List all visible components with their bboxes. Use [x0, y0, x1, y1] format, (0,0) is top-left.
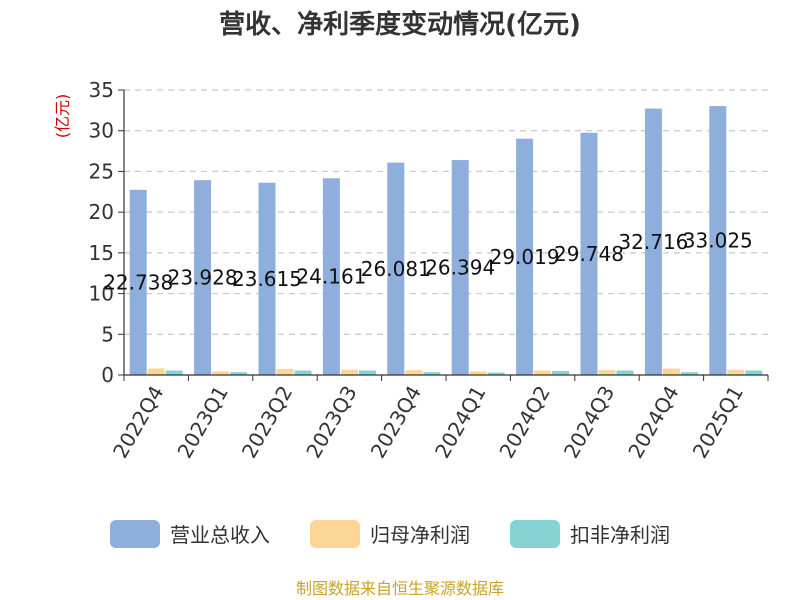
data-label: 23.615 — [232, 267, 302, 291]
bar-0-2[interactable] — [258, 182, 276, 375]
bar-0-3[interactable] — [322, 178, 340, 375]
legend-swatch — [310, 520, 360, 548]
data-label: 32.716 — [618, 230, 688, 254]
bar-1-3[interactable] — [340, 369, 358, 375]
bar-1-1[interactable] — [212, 371, 230, 375]
bar-2-0[interactable] — [165, 370, 183, 375]
x-tick-label: 2024Q2 — [494, 382, 554, 463]
legend-label: 扣非净利润 — [570, 523, 670, 547]
x-tick-label: 2024Q4 — [623, 382, 683, 463]
bar-0-9[interactable] — [709, 106, 727, 375]
data-label: 26.081 — [361, 257, 431, 281]
y-tick-label: 25 — [89, 159, 114, 183]
legend-swatch — [510, 520, 560, 548]
bar-2-2[interactable] — [294, 370, 312, 375]
legend-item-2[interactable]: 扣非净利润 — [510, 520, 670, 548]
bars — [129, 106, 763, 375]
data-label: 22.738 — [103, 270, 173, 294]
data-label: 29.019 — [490, 245, 560, 269]
bar-2-9[interactable] — [745, 370, 763, 375]
bar-0-5[interactable] — [451, 160, 469, 375]
bar-2-7[interactable] — [616, 370, 634, 375]
grid-lines — [124, 89, 768, 335]
x-tick-label: 2024Q3 — [559, 382, 619, 463]
bar-1-5[interactable] — [469, 371, 487, 375]
bar-2-8[interactable] — [680, 372, 698, 375]
bar-2-3[interactable] — [358, 370, 376, 375]
x-tick-label: 2023Q2 — [237, 382, 297, 463]
bar-2-4[interactable] — [423, 372, 441, 375]
bar-1-2[interactable] — [276, 368, 294, 375]
bar-0-7[interactable] — [580, 132, 598, 375]
y-tick-label: 30 — [89, 119, 114, 143]
bar-1-6[interactable] — [534, 370, 552, 375]
legend-item-0[interactable]: 营业总收入 — [110, 520, 270, 548]
bar-0-6[interactable] — [516, 138, 534, 375]
bar-0-0[interactable] — [129, 189, 147, 375]
y-tick-label: 35 — [89, 78, 114, 102]
bar-2-1[interactable] — [230, 372, 248, 375]
x-tick-label: 2023Q4 — [366, 382, 426, 463]
data-labels: 22.73823.92823.61524.16126.08126.39429.0… — [103, 229, 753, 295]
bar-1-8[interactable] — [662, 368, 680, 375]
y-tick-label: 20 — [89, 200, 114, 224]
bar-1-7[interactable] — [598, 370, 616, 375]
y-tick-label: 10 — [89, 282, 114, 306]
y-tick-label: 15 — [89, 241, 114, 265]
bar-0-1[interactable] — [194, 180, 212, 375]
legend-label: 营业总收入 — [170, 523, 270, 547]
x-tick-label: 2025Q1 — [688, 382, 748, 463]
legend-label: 归母净利润 — [370, 523, 470, 547]
x-tick-label: 2023Q3 — [301, 382, 361, 463]
y-tick-label: 5 — [101, 322, 114, 346]
x-tick-label: 2024Q1 — [430, 382, 490, 463]
data-label: 23.928 — [168, 266, 238, 290]
x-tick-label: 2023Q1 — [172, 382, 232, 463]
bar-2-6[interactable] — [552, 370, 570, 375]
bar-0-8[interactable] — [644, 108, 662, 375]
legend-item-1[interactable]: 归母净利润 — [310, 520, 470, 548]
legend-swatch — [110, 520, 160, 548]
bar-1-9[interactable] — [727, 369, 745, 375]
bar-1-4[interactable] — [405, 370, 423, 375]
bar-2-5[interactable] — [487, 372, 505, 375]
data-label: 29.748 — [554, 242, 624, 266]
legend[interactable]: 营业总收入 归母净利润 扣非净利润 — [110, 520, 670, 548]
source-note: 制图数据来自恒生聚源数据库 — [296, 579, 504, 598]
y-tick-label: 0 — [101, 363, 114, 387]
data-label: 24.161 — [296, 265, 366, 289]
chart-title: 营收、净利季度变动情况(亿元) — [219, 9, 581, 40]
x-tick-label: 2022Q4 — [108, 382, 168, 463]
data-label: 33.025 — [683, 229, 753, 253]
bar-0-4[interactable] — [387, 162, 405, 375]
y-axis-label: (亿元) — [53, 94, 72, 139]
bar-1-0[interactable] — [147, 368, 165, 375]
data-label: 26.394 — [425, 256, 495, 280]
